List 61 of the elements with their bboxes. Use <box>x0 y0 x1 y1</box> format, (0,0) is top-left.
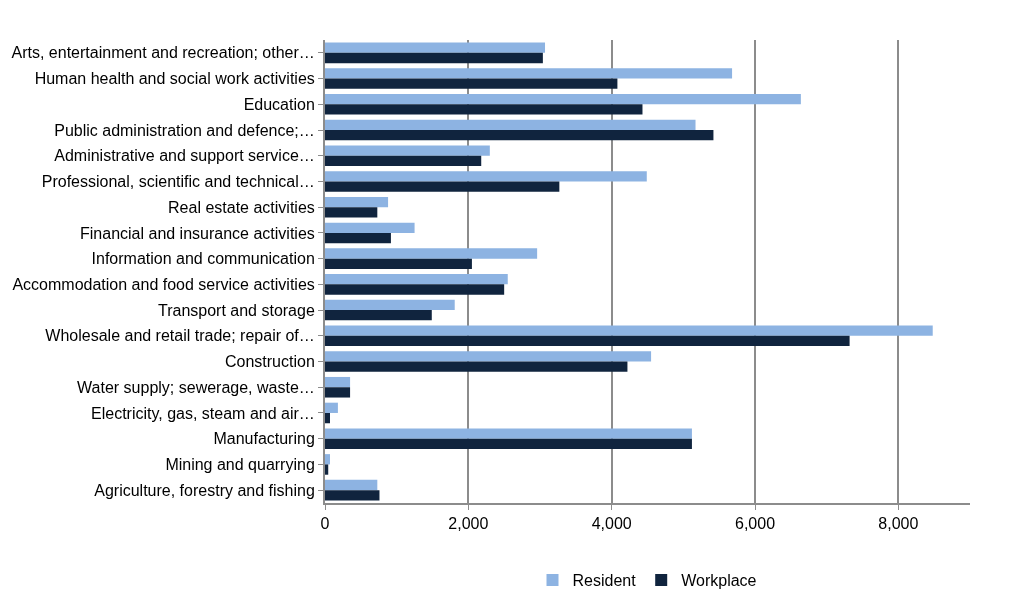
bar <box>325 68 733 79</box>
bar <box>325 232 391 244</box>
y-tick-label: Education <box>243 95 315 113</box>
y-tick-label: Administrative and support service… <box>54 147 315 165</box>
bar <box>325 155 482 167</box>
bar <box>325 464 329 475</box>
x-tick-label: 8,000 <box>878 515 919 533</box>
bar <box>325 454 331 465</box>
bar <box>325 376 351 388</box>
y-tick-label: Construction <box>224 353 315 371</box>
y-tick-label: Information and communication <box>91 250 315 268</box>
bar <box>325 42 546 53</box>
bar <box>325 412 331 424</box>
bar <box>325 402 338 413</box>
y-tick-label: Accommodation and food service activities <box>12 275 315 293</box>
bar <box>325 130 714 141</box>
bar <box>325 274 508 285</box>
y-tick-label: Agriculture, forestry and fishing <box>94 481 315 499</box>
bar <box>325 310 432 321</box>
bar <box>325 258 472 269</box>
bar <box>325 351 652 362</box>
bar <box>325 207 378 218</box>
x-tick-label: 2,000 <box>448 515 489 533</box>
legend-label: Resident <box>572 572 637 590</box>
y-tick-label: Electricity, gas, steam and air… <box>91 404 315 422</box>
bar <box>325 361 628 372</box>
bar <box>325 222 415 233</box>
bar <box>325 387 351 398</box>
y-tick-label: Financial and insurance activities <box>80 224 315 242</box>
bar <box>325 104 643 115</box>
y-tick-label: Mining and quarrying <box>165 456 315 474</box>
y-tick-label: Real estate activities <box>168 198 315 216</box>
y-tick-label: Public administration and defence;… <box>54 121 315 139</box>
bar <box>325 94 801 105</box>
bar <box>325 171 647 182</box>
bar <box>325 181 560 192</box>
y-tick-label: Wholesale and retail trade; repair of… <box>45 327 315 345</box>
y-tick-label: Professional, scientific and technical… <box>41 173 315 191</box>
legend-label: Workplace <box>681 572 757 590</box>
bar <box>325 119 696 131</box>
x-tick-label: 6,000 <box>734 515 776 533</box>
x-tick-label: 0 <box>320 515 330 533</box>
bar <box>325 490 380 501</box>
bar <box>325 52 543 64</box>
bar <box>325 335 850 347</box>
bar <box>325 428 692 439</box>
bar <box>325 145 490 156</box>
bar <box>325 438 692 449</box>
y-tick-label: Water supply; sewerage, waste… <box>77 378 315 396</box>
bar <box>325 248 538 259</box>
bar <box>325 284 505 295</box>
y-tick-label: Human health and social work activities <box>34 70 315 88</box>
bar <box>325 479 378 491</box>
y-tick-label: Manufacturing <box>213 430 315 448</box>
bar <box>325 299 455 311</box>
bar <box>325 325 933 336</box>
y-tick-label: Transport and storage <box>157 301 315 319</box>
x-tick-label: 4,000 <box>591 515 632 533</box>
bar <box>325 196 389 208</box>
bar <box>325 78 618 89</box>
y-tick-label: Arts, entertainment and recreation; other… <box>11 44 315 62</box>
